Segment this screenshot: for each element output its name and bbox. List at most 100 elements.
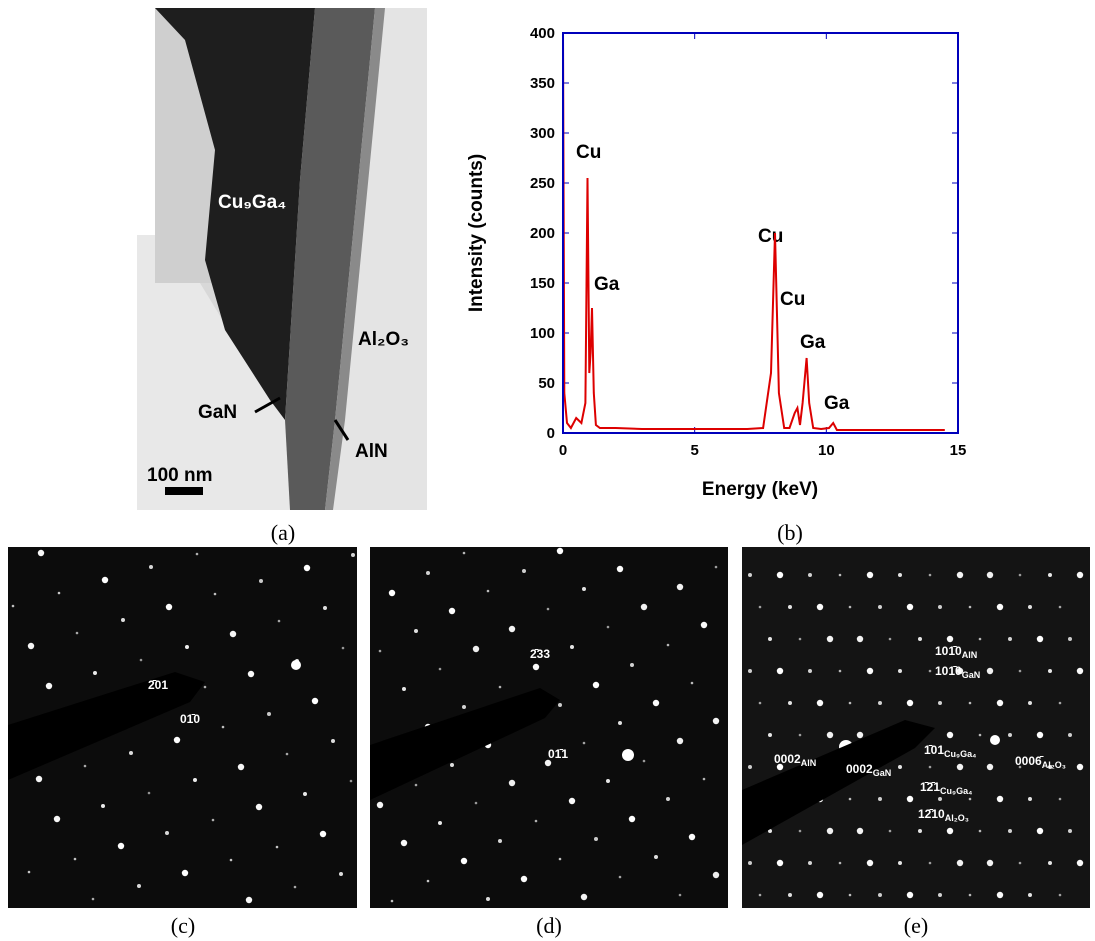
spot xyxy=(817,700,823,706)
spot xyxy=(475,802,478,805)
spot xyxy=(898,861,902,865)
y-tick-label: 200 xyxy=(530,225,555,242)
spot xyxy=(351,553,355,557)
spot xyxy=(323,606,327,610)
caption: (e) xyxy=(904,913,928,938)
spot xyxy=(654,855,658,859)
x-tick-label: 10 xyxy=(818,442,835,459)
spot xyxy=(653,700,659,706)
spot xyxy=(581,894,587,900)
spot xyxy=(304,565,310,571)
annotation: Cu xyxy=(576,142,601,163)
index: 0002 xyxy=(774,752,801,766)
spot xyxy=(987,668,993,674)
spot xyxy=(1059,798,1062,801)
spot xyxy=(990,735,1000,745)
spot xyxy=(267,712,271,716)
spot xyxy=(461,858,467,864)
spot xyxy=(509,780,515,786)
spot xyxy=(1059,606,1062,609)
spot xyxy=(827,828,833,834)
spot xyxy=(969,894,972,897)
spot xyxy=(450,763,454,767)
spot xyxy=(808,573,812,577)
spot xyxy=(677,738,683,744)
x-axis-label: Energy (keV) xyxy=(702,479,818,500)
spot xyxy=(691,682,694,685)
spot xyxy=(987,572,993,578)
spot xyxy=(907,700,913,706)
spot-label: 01̄1 xyxy=(548,747,568,761)
spot xyxy=(559,858,562,861)
spot xyxy=(312,698,318,704)
spot xyxy=(929,766,932,769)
spot xyxy=(535,820,538,823)
scale-bar xyxy=(165,487,203,495)
spot xyxy=(987,764,993,770)
spot xyxy=(878,701,882,705)
spot xyxy=(230,859,233,862)
spot xyxy=(979,830,982,833)
spot xyxy=(1077,668,1083,674)
spot xyxy=(622,749,634,761)
spot xyxy=(777,860,783,866)
x-tick-label: 0 xyxy=(559,442,567,459)
spot xyxy=(938,797,942,801)
spot xyxy=(997,700,1003,706)
spot xyxy=(38,550,44,556)
spot xyxy=(898,573,902,577)
spot xyxy=(166,604,172,610)
spot xyxy=(1028,893,1032,897)
spot xyxy=(54,816,60,822)
y-tick-label: 300 xyxy=(530,125,555,142)
spot xyxy=(938,605,942,609)
spot xyxy=(619,876,622,879)
spot xyxy=(643,760,646,763)
spot xyxy=(350,780,353,783)
y-tick-label: 400 xyxy=(530,25,555,42)
spot xyxy=(320,831,326,837)
spot xyxy=(204,686,207,689)
phase: Al₂O₃ xyxy=(1042,760,1066,770)
spot xyxy=(1048,861,1052,865)
spot xyxy=(12,605,15,608)
panel-a: Cu₉Ga₄ Al₂O₃ GaN AlN 100 nm xyxy=(137,8,427,510)
spot xyxy=(867,572,873,578)
spot xyxy=(889,638,892,641)
spot xyxy=(582,587,586,591)
phase: Cu₉Ga₄ xyxy=(944,749,976,759)
spot xyxy=(907,796,913,802)
spot xyxy=(1019,862,1022,865)
spot xyxy=(521,876,527,882)
spot xyxy=(427,880,430,883)
spot xyxy=(74,858,77,861)
spot xyxy=(748,573,752,577)
x-tick-label: 15 xyxy=(950,442,967,459)
scale-label: 100 nm xyxy=(147,465,212,486)
spot xyxy=(1037,636,1043,642)
spot xyxy=(569,798,575,804)
spot xyxy=(246,897,252,903)
spot xyxy=(415,784,418,787)
spot xyxy=(342,647,345,650)
spot xyxy=(947,732,953,738)
spot xyxy=(759,702,762,705)
spot xyxy=(558,703,562,707)
spot xyxy=(149,565,153,569)
spot xyxy=(174,737,180,743)
spot xyxy=(969,702,972,705)
spot xyxy=(768,637,772,641)
spot xyxy=(286,753,289,756)
phase: GaN xyxy=(962,670,981,680)
spot xyxy=(788,701,792,705)
spot xyxy=(777,572,783,578)
spot xyxy=(788,893,792,897)
spot xyxy=(222,726,225,729)
spot xyxy=(630,663,634,667)
spot xyxy=(606,779,610,783)
spot xyxy=(677,584,683,590)
spot xyxy=(889,830,892,833)
spot xyxy=(817,604,823,610)
spot xyxy=(294,886,297,889)
spot xyxy=(827,636,833,642)
